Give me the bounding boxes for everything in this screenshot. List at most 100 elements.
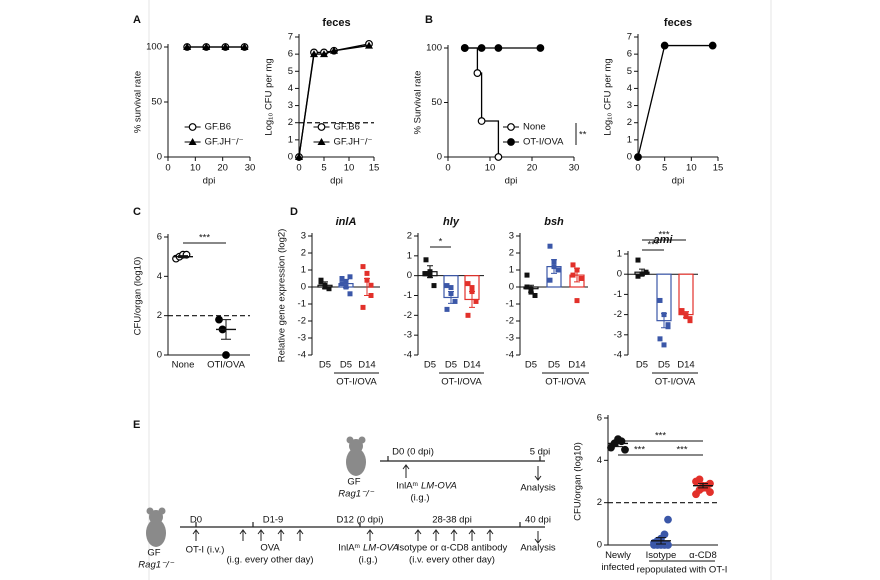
- chart-title: inlA: [336, 216, 357, 228]
- marker: [664, 541, 672, 549]
- x-tick-label: 20: [217, 163, 228, 174]
- y-tick-label: -1: [404, 290, 412, 301]
- arrow: [468, 529, 476, 541]
- marker: [639, 271, 645, 277]
- y-tick-label: 4: [157, 271, 162, 282]
- annotation: ***: [676, 445, 687, 456]
- y-tick-label: 2: [301, 248, 306, 259]
- marker: [687, 318, 693, 324]
- marker: [494, 44, 503, 52]
- marker: [365, 41, 373, 49]
- x-tick-label: OTI/OVA: [207, 360, 245, 371]
- group-label: repopulated with OT-I: [637, 565, 728, 576]
- time-label: 28-38 dpi: [432, 515, 472, 526]
- panel-letter: A: [133, 14, 141, 26]
- marker: [360, 264, 366, 270]
- marker: [343, 284, 349, 290]
- y-tick-label: -1: [506, 299, 514, 310]
- y-axis-label: Log₁₀ CFU per mg: [603, 58, 614, 135]
- marker: [473, 69, 482, 77]
- marker: [347, 274, 353, 280]
- x-tick-label: Isotype: [645, 550, 677, 561]
- arrow: [277, 529, 285, 541]
- x-tick-label: 10: [686, 163, 697, 174]
- x-tick-label: α-CD8: [689, 550, 717, 561]
- chart-title: bsh: [544, 216, 564, 228]
- y-axis-label: % Survival rate: [413, 71, 424, 135]
- arrow: [239, 529, 247, 541]
- annotation: ***: [655, 431, 666, 442]
- error-bar: [698, 483, 708, 489]
- y-tick-label: 0: [617, 269, 622, 280]
- x-tick-label: D14: [358, 360, 375, 371]
- y-tick-label: -4: [614, 350, 622, 361]
- x-tick-label: D5: [319, 360, 331, 371]
- x-tick-label: Newly infected: [601, 550, 635, 573]
- x-tick-label: D5: [445, 360, 457, 371]
- marker: [465, 312, 471, 318]
- y-tick-label: -2: [298, 316, 306, 327]
- route: (i.g.): [359, 555, 378, 566]
- y-tick-label: 1: [301, 265, 306, 276]
- time-label: D1-9: [263, 515, 284, 526]
- y-tick-label: 0: [407, 270, 412, 281]
- x-tick-label: 5: [662, 163, 667, 174]
- marker: [448, 285, 454, 291]
- y-tick-label: 0: [597, 540, 602, 551]
- arrow: [534, 466, 542, 481]
- marker: [494, 153, 503, 161]
- y-tick-label: 0: [627, 152, 632, 163]
- y-tick-label: 7: [627, 32, 632, 43]
- analysis: Analysis: [520, 483, 556, 494]
- infection: InlAᵐ: [396, 481, 418, 492]
- marker: [222, 351, 230, 359]
- annotation: **: [579, 130, 587, 141]
- route: (i.g.): [411, 493, 430, 504]
- x-tick-label: 30: [569, 163, 580, 174]
- marker: [360, 304, 366, 310]
- error-bar: [178, 255, 188, 259]
- marker: [448, 291, 454, 297]
- y-tick-label: -2: [404, 310, 412, 321]
- y-tick-label: 100: [426, 43, 442, 54]
- marker: [570, 262, 576, 268]
- y-tick-label: 7: [288, 32, 293, 43]
- y-tick-label: -3: [404, 330, 412, 341]
- legend-label: None: [523, 122, 546, 133]
- x-tick-label: D14: [568, 360, 585, 371]
- marker: [643, 269, 649, 275]
- chart-title: feces: [322, 17, 350, 29]
- marker: [683, 314, 689, 320]
- time-label: D0: [190, 515, 202, 526]
- marker: [339, 281, 345, 287]
- legend-marker: [317, 138, 326, 145]
- marker: [444, 306, 450, 312]
- marker: [661, 312, 667, 318]
- panel-letter: D: [290, 206, 298, 218]
- y-tick-label: 3: [288, 100, 293, 111]
- arrow: [366, 529, 374, 541]
- x-tick-label: D14: [463, 360, 480, 371]
- legend-label: OT-I/OVA: [523, 137, 564, 148]
- marker: [536, 44, 545, 52]
- marker: [524, 284, 530, 290]
- y-tick-label: 3: [509, 231, 514, 242]
- marker: [574, 298, 580, 304]
- marker: [634, 153, 642, 161]
- chart-title: feces: [664, 17, 692, 29]
- arrow: [257, 529, 265, 541]
- immunization: OVA: [260, 543, 280, 554]
- treatment: Isotype or α-CD8 antibody: [397, 543, 508, 554]
- y-tick-label: -2: [614, 309, 622, 320]
- arrow: [402, 464, 410, 478]
- marker: [452, 298, 458, 304]
- x-tick-label: 0: [635, 163, 640, 174]
- marker: [706, 488, 714, 496]
- legend-label: GF.JH⁻/⁻: [205, 137, 244, 148]
- marker: [318, 277, 324, 283]
- y-tick-label: 6: [627, 49, 632, 60]
- x-tick-label: 30: [245, 163, 256, 174]
- x-tick-label: 10: [190, 163, 201, 174]
- x-tick-label: D5: [658, 360, 670, 371]
